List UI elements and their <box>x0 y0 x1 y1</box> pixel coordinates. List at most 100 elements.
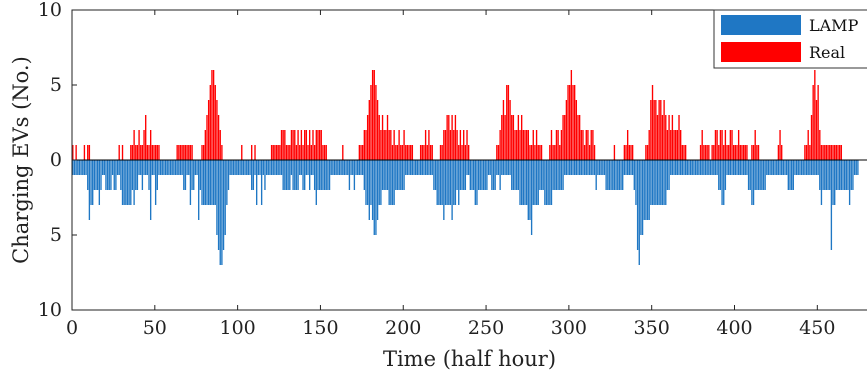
lamp-bar <box>535 160 538 205</box>
lamp-bar <box>653 160 655 205</box>
lamp-bar <box>222 160 225 250</box>
real-bar <box>559 145 561 160</box>
lamp-bar <box>494 160 496 190</box>
real-bar <box>744 145 746 160</box>
lamp-bar <box>703 160 705 175</box>
real-bars <box>72 70 843 160</box>
lamp-bar <box>191 160 193 190</box>
real-bar <box>140 145 142 160</box>
real-bar <box>741 145 743 160</box>
real-bar <box>719 130 722 160</box>
legend-label-real: Real <box>809 43 845 62</box>
lamp-bar <box>429 160 432 175</box>
real-bar <box>552 145 554 160</box>
real-bar <box>121 145 124 160</box>
lamp-bar <box>608 160 611 190</box>
lamp-bar <box>767 160 770 175</box>
real-bar <box>718 145 720 160</box>
lamp-bar <box>736 160 738 175</box>
lamp-bar <box>214 160 216 205</box>
real-bar <box>408 145 410 160</box>
real-bar <box>729 130 732 160</box>
real-bar <box>381 115 384 160</box>
lamp-bar <box>158 160 160 175</box>
lamp-bar <box>827 160 829 190</box>
real-bar <box>520 115 523 160</box>
lamp-bar <box>406 160 409 175</box>
lamp-bar <box>260 160 263 205</box>
real-bar <box>217 115 220 160</box>
real-bar <box>366 115 369 160</box>
lamp-bar <box>111 160 114 175</box>
lamp-bar <box>648 160 650 220</box>
real-bar <box>146 145 149 160</box>
lamp-bar <box>766 160 768 175</box>
real-bar <box>497 145 500 160</box>
real-bar <box>87 145 89 160</box>
real-bar <box>143 130 145 160</box>
real-bar <box>136 145 139 160</box>
lamp-bar <box>184 160 187 190</box>
lamp-bar <box>850 160 852 190</box>
real-bar <box>380 130 382 160</box>
lamp-bar <box>131 160 134 190</box>
lamp-bar <box>530 160 533 235</box>
lamp-bar <box>371 160 374 220</box>
lamp-bar <box>757 160 760 190</box>
lamp-bar <box>449 160 452 205</box>
real-bar <box>805 145 808 160</box>
lamp-bar <box>713 160 715 175</box>
real-bar <box>501 115 503 160</box>
real-bar <box>832 145 834 160</box>
lamp-bar <box>812 160 814 175</box>
real-bar <box>287 145 289 160</box>
lamp-bar <box>789 160 791 190</box>
lamp-bar <box>673 160 675 175</box>
real-bar <box>539 145 541 160</box>
lamp-bar <box>302 160 304 190</box>
lamp-bar <box>151 160 154 175</box>
real-bar <box>668 115 670 160</box>
real-bar <box>815 100 818 160</box>
lamp-bar <box>226 160 228 205</box>
lamp-bar <box>802 160 804 175</box>
real-bar <box>656 115 659 160</box>
lamp-bar <box>125 160 127 205</box>
real-bar <box>295 145 298 160</box>
lamp-bar <box>580 160 582 175</box>
lamp-bar <box>194 160 197 175</box>
lamp-bar <box>724 160 727 190</box>
real-bar <box>322 145 324 160</box>
y-tick-label: 10 <box>38 299 62 321</box>
real-bar <box>704 145 707 160</box>
lamp-bar <box>385 160 387 190</box>
real-bar <box>703 145 705 160</box>
lamp-bar <box>391 160 394 205</box>
lamp-bar <box>247 160 250 175</box>
lamp-bar <box>469 160 472 190</box>
lamp-bar <box>481 160 483 190</box>
real-bar <box>529 145 531 160</box>
lamp-bar <box>236 160 238 175</box>
real-bar <box>135 145 137 160</box>
lamp-bar <box>199 160 202 190</box>
lamp-bar <box>232 160 235 175</box>
lamp-bar <box>75 160 77 175</box>
lamp-bar <box>189 160 192 205</box>
real-bar <box>365 130 367 160</box>
lamp-bar <box>787 160 790 190</box>
lamp-bar <box>179 160 182 175</box>
lamp-bar <box>630 160 632 175</box>
real-bar <box>820 145 823 160</box>
lamp-bar <box>244 160 246 175</box>
real-bar <box>148 145 150 160</box>
lamp-bar <box>380 160 382 205</box>
lamp-bar <box>423 160 425 175</box>
real-bar <box>631 145 634 160</box>
lamp-bar <box>252 160 255 190</box>
real-bar <box>294 130 296 160</box>
lamp-bar <box>143 160 145 175</box>
lamp-bar <box>149 160 152 220</box>
lamp-bar <box>524 160 526 205</box>
lamp-bar <box>269 160 271 175</box>
